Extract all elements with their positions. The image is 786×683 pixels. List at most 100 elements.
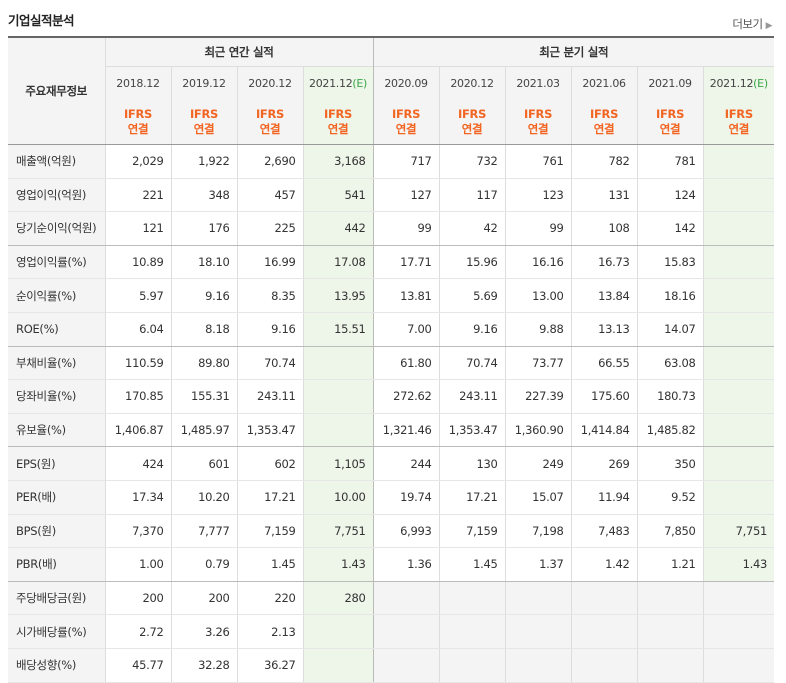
value-cell: 5.69 xyxy=(438,278,506,313)
value-cell xyxy=(702,379,775,414)
value-cell: 7.00 xyxy=(372,312,440,347)
table-row: 주당배당금(원) 200 200 220 280 xyxy=(8,581,775,616)
value-cell: 61.80 xyxy=(372,346,440,381)
value-cell: 155.31 xyxy=(170,379,237,414)
value-cell: 6,993 xyxy=(372,514,440,549)
value-cell: 13.13 xyxy=(570,312,638,347)
value-cell: 117 xyxy=(438,178,506,213)
value-cell: 15.07 xyxy=(504,480,572,515)
value-cell: 1,485.82 xyxy=(636,413,704,448)
more-link[interactable]: 더보기 ▶ xyxy=(732,16,772,32)
value-cell: 13.81 xyxy=(372,278,440,313)
value-cell: 66.55 xyxy=(570,346,638,381)
value-cell: 1.43 xyxy=(702,547,775,582)
value-cell xyxy=(702,614,775,649)
value-cell: 457 xyxy=(236,178,303,213)
value-cell: 17.34 xyxy=(104,480,171,515)
value-cell: 36.27 xyxy=(236,648,303,683)
value-cell xyxy=(504,581,572,616)
value-cell xyxy=(702,413,775,448)
section-title: 기업실적분석 xyxy=(8,13,75,28)
basis-label: 연결 xyxy=(327,121,349,136)
accounting-basis-header: IFRS 연결 xyxy=(636,99,704,145)
ifrs-label: IFRS xyxy=(724,106,753,121)
table-row: 매출액(억원) 2,029 1,922 2,690 3,168 717 732 761 782 7… xyxy=(8,144,775,179)
value-cell: 7,850 xyxy=(636,514,704,549)
period-label: 2021.09 xyxy=(648,76,692,90)
row-label: 배당성향(%) xyxy=(8,648,105,683)
value-cell: 73.77 xyxy=(504,346,572,381)
ifrs-label: IFRS xyxy=(323,106,353,121)
value-cell: 200 xyxy=(104,581,171,616)
accounting-basis-header: IFRS 연결 xyxy=(104,99,171,145)
accounting-basis-header: IFRS 연결 xyxy=(504,99,572,145)
value-cell xyxy=(438,581,506,616)
value-cell: 761 xyxy=(504,144,572,179)
basis-label: 연결 xyxy=(395,121,417,136)
value-cell: 348 xyxy=(170,178,237,213)
value-cell: 18.16 xyxy=(636,278,704,313)
value-cell: 10.00 xyxy=(302,480,374,515)
value-cell: 6.04 xyxy=(104,312,171,347)
ifrs-label: IFRS xyxy=(189,106,219,121)
value-cell: 11.94 xyxy=(570,480,638,515)
value-cell: 541 xyxy=(302,178,374,213)
row-label: 영업이익(억원) xyxy=(8,178,105,213)
accounting-basis-header: IFRS 연결 xyxy=(170,99,237,145)
value-cell: 130 xyxy=(438,446,506,481)
value-cell: 7,159 xyxy=(236,514,303,549)
value-cell: 601 xyxy=(170,446,237,481)
value-cell xyxy=(570,581,638,616)
basis-label: 연결 xyxy=(593,121,615,136)
value-cell: 9.52 xyxy=(636,480,704,515)
value-cell: 17.21 xyxy=(236,480,303,515)
value-cell: 70.74 xyxy=(438,346,506,381)
value-cell: 227.39 xyxy=(504,379,572,414)
quarterly-header: 최근 분기 실적 xyxy=(372,36,775,67)
table-row: 영업이익(억원) 221 348 457 541 127 117 123 131 124 xyxy=(8,178,775,213)
value-cell: 16.99 xyxy=(236,245,303,280)
value-cell: 170.85 xyxy=(104,379,171,414)
row-label: 부채비율(%) xyxy=(8,346,105,381)
value-cell: 1.00 xyxy=(104,547,171,582)
row-label: 주당배당금(원) xyxy=(8,581,105,616)
value-cell: 13.84 xyxy=(570,278,638,313)
period-header: 2020.12 xyxy=(236,66,303,99)
table-row: 시가배당률(%) 2.72 3.26 2.13 xyxy=(8,614,775,649)
value-cell: 45.77 xyxy=(104,648,171,683)
ifrs-label: IFRS xyxy=(457,106,487,121)
basis-label: 연결 xyxy=(659,121,681,136)
value-cell: 782 xyxy=(570,144,638,179)
value-cell: 127 xyxy=(372,178,440,213)
basis-label: 연결 xyxy=(728,121,750,136)
value-cell: 7,751 xyxy=(302,514,374,549)
table-row: PER(배) 17.34 10.20 17.21 10.00 19.74 17.21 15.0… xyxy=(8,480,775,515)
value-cell: 15.83 xyxy=(636,245,704,280)
table-row: 영업이익률(%) 10.89 18.10 16.99 17.08 17.71 15.96 16… xyxy=(8,245,775,280)
row-label: 영업이익률(%) xyxy=(8,245,105,280)
period-label: 2021.12 xyxy=(309,76,353,90)
value-cell: 280 xyxy=(302,581,374,616)
value-cell xyxy=(702,346,775,381)
table-row: PBR(배) 1.00 0.79 1.45 1.43 1.36 1.45 1.37 1.42 1.… xyxy=(8,547,775,582)
value-cell xyxy=(302,346,374,381)
basis-label: 연결 xyxy=(527,121,549,136)
value-cell: 7,751 xyxy=(702,514,775,549)
value-cell: 243.11 xyxy=(236,379,303,414)
value-cell: 2.13 xyxy=(236,614,303,649)
value-cell: 1.43 xyxy=(302,547,374,582)
value-cell xyxy=(372,614,440,649)
accounting-basis-header: IFRS 연결 xyxy=(236,99,303,145)
basis-label: 연결 xyxy=(193,121,215,136)
value-cell: 142 xyxy=(636,211,704,246)
value-cell xyxy=(302,648,374,683)
table-row: 부채비율(%) 110.59 89.80 70.74 61.80 70.74 73.77 66… xyxy=(8,346,775,381)
value-cell: 732 xyxy=(438,144,506,179)
value-cell: 1,414.84 xyxy=(570,413,638,448)
ifrs-label: IFRS xyxy=(391,106,421,121)
value-cell: 1.45 xyxy=(236,547,303,582)
row-label: PBR(배) xyxy=(8,547,105,582)
value-cell: 1,485.97 xyxy=(170,413,237,448)
value-cell xyxy=(570,614,638,649)
row-label: 당좌비율(%) xyxy=(8,379,105,414)
